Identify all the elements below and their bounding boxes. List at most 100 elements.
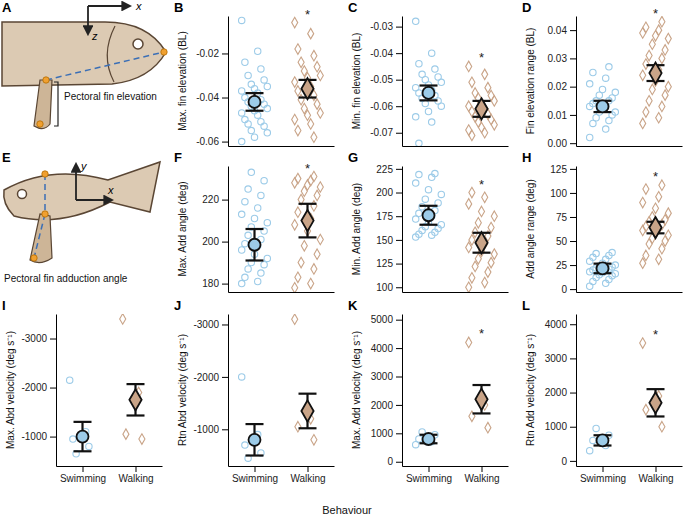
panel-letter: C	[348, 0, 358, 15]
error-cap	[420, 205, 438, 207]
point	[643, 404, 649, 415]
y-tick-label: -0.03	[370, 21, 393, 32]
y-tick-mark	[570, 30, 576, 31]
panel: 0255075100125*Add angle range (deg)H	[522, 150, 683, 295]
point	[466, 61, 472, 72]
x-axis: Swimming Walking	[403, 466, 509, 484]
point	[295, 86, 301, 97]
point	[590, 69, 596, 75]
gill	[107, 26, 115, 82]
point	[242, 116, 248, 122]
y-tick: -0.04	[370, 48, 402, 59]
y-tick: 0	[387, 456, 402, 467]
point	[491, 249, 497, 260]
mean	[301, 210, 313, 231]
y-tick-mark	[396, 348, 402, 349]
y-axis: -1000-2000-3000	[193, 315, 228, 467]
y-tick-mark	[50, 437, 56, 438]
point	[70, 436, 76, 442]
marks	[239, 17, 324, 145]
y-tick-mark	[396, 264, 402, 265]
point	[640, 28, 646, 39]
mean	[597, 434, 609, 446]
y-tick: 5000	[371, 314, 402, 325]
x-axis-line	[403, 146, 509, 147]
y-tick-mark	[396, 133, 402, 134]
y-tick-label: 100	[550, 188, 567, 199]
point	[314, 190, 320, 201]
panel: -1000-2000-3000SwimmingWalkingMax. Abd v…	[2, 298, 163, 484]
y-axis-line	[576, 167, 577, 293]
point	[656, 25, 662, 36]
y-axis: 100125150175200225	[376, 164, 402, 293]
y-axis: -0.06-0.04-0.02	[196, 17, 228, 148]
y-tick-mark	[396, 433, 402, 434]
eye	[133, 39, 143, 49]
y-tick-label: 125	[376, 258, 393, 269]
point	[245, 72, 251, 78]
y-tick-mark	[50, 388, 56, 389]
x-tick: Walking	[118, 466, 153, 484]
x-tick-label: Walking	[464, 473, 499, 484]
y-tick: -0.06	[370, 101, 402, 112]
pectoral-fin	[30, 214, 52, 263]
y-tick: 0.03	[548, 53, 576, 64]
point	[239, 138, 245, 144]
point	[482, 277, 488, 288]
y-axis-line	[228, 315, 229, 467]
y-axis-line	[56, 315, 57, 467]
x-tick-label: Walking	[638, 473, 673, 484]
y-axis-line	[576, 315, 577, 467]
point	[649, 39, 655, 50]
y-tick-label: 75	[556, 212, 568, 223]
point	[488, 222, 494, 233]
error-cap	[299, 393, 317, 395]
point	[239, 17, 245, 23]
point	[646, 239, 652, 250]
point	[488, 257, 494, 268]
y-tick-label: 5000	[371, 314, 394, 325]
point	[255, 112, 261, 118]
y-tick: 2000	[371, 400, 402, 411]
marks	[239, 314, 317, 461]
y-tick-label: 180	[202, 278, 219, 289]
point	[665, 81, 671, 92]
error-cap	[420, 224, 438, 226]
point	[659, 53, 665, 64]
x-axis: SwimmingWalking	[57, 466, 163, 484]
point	[239, 247, 245, 253]
point	[292, 114, 298, 125]
mean	[475, 98, 487, 119]
y-axis-line	[228, 167, 229, 293]
x-axis-line	[229, 466, 335, 467]
significance: *	[479, 177, 484, 192]
point	[482, 127, 488, 138]
point	[295, 272, 301, 283]
x-tick-label: Swimming	[580, 473, 626, 484]
y-tick: 4000	[545, 319, 576, 330]
y-tick-mark	[396, 405, 402, 406]
y-tick-mark	[570, 324, 576, 325]
diagram: xzPectoral fin elevationA	[2, 0, 167, 129]
point	[466, 199, 472, 210]
point	[258, 192, 264, 198]
y-tick: -3000	[21, 333, 56, 344]
point	[311, 435, 317, 446]
point	[649, 84, 655, 95]
y-tick: -0.05	[370, 74, 402, 85]
y-tick: -2000	[193, 372, 228, 383]
x-tick-label: Swimming	[406, 473, 452, 484]
mean	[423, 209, 435, 221]
point	[264, 83, 270, 89]
point	[652, 31, 658, 42]
y-axis-line	[576, 17, 577, 147]
point	[264, 255, 270, 261]
y-tick-mark	[396, 240, 402, 241]
y-axis-title: Min. fin elevation (BL)	[351, 33, 362, 130]
panel-letter: L	[522, 298, 530, 313]
y-tick: 100	[376, 282, 402, 293]
x-axis: SwimmingWalking	[229, 466, 335, 484]
point	[416, 171, 422, 177]
panel: -0.07-0.06-0.05-0.04-0.03*Min. fin eleva…	[348, 0, 509, 147]
error-cap	[246, 92, 264, 94]
